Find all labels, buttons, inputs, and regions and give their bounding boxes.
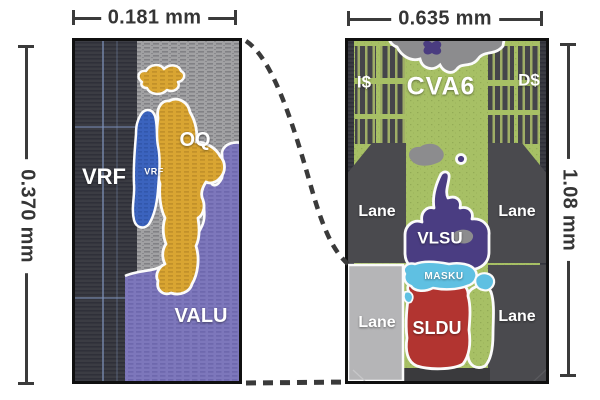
top-fill-blob <box>387 38 506 74</box>
cva6-label: CVA6 <box>406 72 476 101</box>
lane-die-panel <box>72 38 242 384</box>
lane-top-left-label: Lane <box>358 203 396 220</box>
vlsu-region <box>403 170 491 272</box>
masku-fragment <box>474 272 496 292</box>
fill-cells-blob <box>409 143 444 166</box>
icache-label: I$ <box>356 72 372 92</box>
dim-tick <box>347 11 350 26</box>
vrf-inner-region <box>131 108 161 229</box>
vrf-inner-label: VRF <box>144 166 164 177</box>
lane-top-right-label: Lane <box>498 203 536 220</box>
macro-gap <box>488 80 539 86</box>
fill-cells-blob <box>453 229 474 244</box>
valu-label: VALU <box>174 305 228 327</box>
icache-macros <box>355 46 376 144</box>
dim-tick <box>18 45 34 48</box>
dim-tick <box>234 10 237 25</box>
lane-top-left <box>346 143 406 263</box>
dcache-label: D$ <box>518 70 540 90</box>
bottom-edge-strip <box>403 368 490 384</box>
lane-bottom-right-label: Lane <box>498 308 536 325</box>
cva6-die-panel <box>345 38 549 384</box>
vrf-label: VRF <box>82 164 126 189</box>
dim-left-width-label: 0.181 mm <box>100 6 209 30</box>
icache-macros <box>380 46 405 144</box>
lane-top-right <box>488 143 548 263</box>
vlsu-label: VLSU <box>417 228 463 248</box>
dim-tick <box>560 43 576 46</box>
zoom-connector-bottom <box>245 379 349 386</box>
oq-region <box>155 97 226 296</box>
panel-border <box>72 38 242 384</box>
dim-tick <box>560 374 576 377</box>
dim-right-height-label: 1.08 mm <box>557 158 581 262</box>
dim-left-height-label: 0.370 mm <box>15 159 39 273</box>
dim-tick <box>18 382 34 385</box>
ringed-dot <box>455 153 467 165</box>
lane-corner-cut <box>532 367 549 383</box>
green-blob <box>465 284 495 369</box>
lane-corner-cut <box>352 369 366 382</box>
macro-gap <box>488 110 539 115</box>
lane-bottom-right <box>488 265 548 382</box>
dcache-macros <box>488 46 514 144</box>
macro-gap <box>355 114 405 119</box>
dim-left-width: 0.181 mm <box>72 6 237 30</box>
zoom-connector-top <box>244 39 350 266</box>
dim-tick <box>540 11 543 26</box>
oq-label: OQ <box>179 129 211 151</box>
masku-label: MASKU <box>424 271 464 282</box>
dim-left-height: 0.370 mm <box>15 45 39 385</box>
edge-macro-strip <box>346 40 354 266</box>
oq-small-region <box>137 63 186 96</box>
dcache-macros <box>518 46 539 144</box>
masku-fragment <box>403 290 414 304</box>
edge-macro-strip <box>540 40 548 266</box>
top-purple-mark <box>423 40 442 55</box>
dim-right-width-label: 0.635 mm <box>391 7 499 31</box>
macro-gap <box>355 78 405 84</box>
lane-bottom-left-label: Lane <box>358 314 396 331</box>
dim-tick <box>72 10 75 25</box>
dim-right-height: 1.08 mm <box>557 43 581 377</box>
dim-right-width: 0.635 mm <box>347 7 543 31</box>
sldu-label: SLDU <box>412 318 462 338</box>
